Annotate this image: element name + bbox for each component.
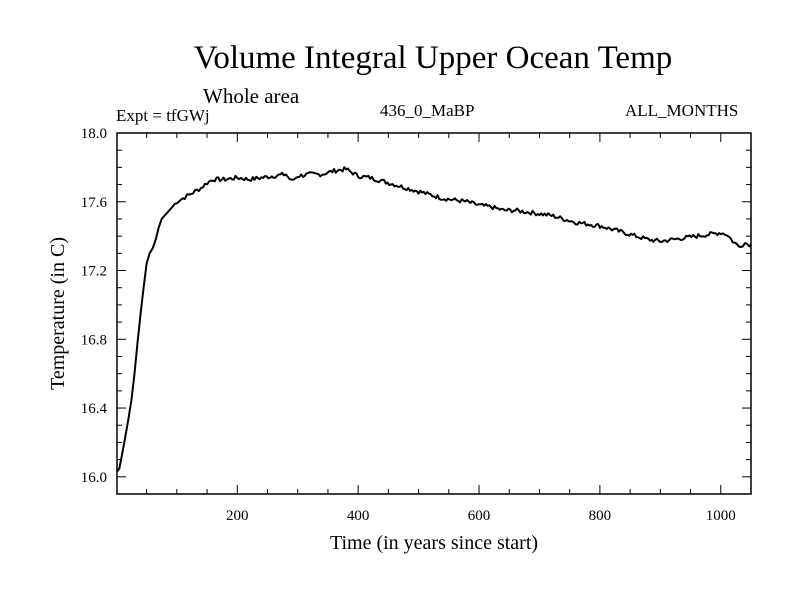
tick-marks bbox=[117, 132, 752, 494]
y-tick-label: 17.6 bbox=[81, 195, 108, 211]
series-line-temperature bbox=[116, 166, 752, 473]
x-tick-label: 800 bbox=[589, 508, 612, 524]
chart-title: Volume Integral Upper Ocean Temp bbox=[193, 40, 673, 76]
months-label: ALL_MONTHS bbox=[625, 101, 739, 120]
run-label: 436_0_MaBP bbox=[380, 101, 475, 120]
x-tick-label: 200 bbox=[226, 508, 249, 524]
y-tick-label: 16.8 bbox=[81, 332, 107, 348]
y-axis-label: Temperature (in C) bbox=[47, 237, 69, 390]
experiment-label: Expt = tfGWj bbox=[116, 106, 210, 125]
plot-frame bbox=[116, 132, 752, 495]
chart-subtitle: Whole area bbox=[203, 84, 300, 108]
x-tick-label: 1000 bbox=[706, 508, 736, 524]
x-tick-label: 400 bbox=[347, 508, 370, 524]
y-tick-label: 17.2 bbox=[81, 264, 107, 280]
y-tick-label: 18.0 bbox=[81, 126, 107, 142]
tick-labels: 200 400 600 800 1000 16.0 16.4 16.8 17.2 17.6 18.0 bbox=[81, 126, 736, 524]
y-tick-label: 16.0 bbox=[81, 470, 107, 486]
x-axis-label: Time (in years since start) bbox=[330, 532, 538, 554]
y-tick-label: 16.4 bbox=[81, 401, 108, 417]
x-tick-label: 600 bbox=[468, 508, 491, 524]
